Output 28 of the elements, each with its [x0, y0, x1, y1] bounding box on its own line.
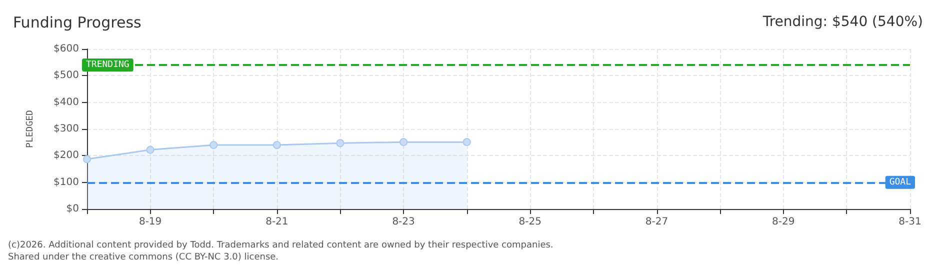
point — [83, 155, 91, 164]
point — [210, 141, 218, 149]
y-tick-label: $0 — [66, 204, 79, 214]
ref-line-label: GOAL — [889, 177, 911, 188]
x-tick-label: 8-29 — [772, 216, 795, 228]
x-tick-label: 8-21 — [266, 216, 288, 228]
x-tick-label: 8-31 — [898, 216, 922, 228]
point — [462, 138, 471, 146]
y-tick-label: $100 — [54, 176, 79, 188]
chart-title: Funding Progress — [13, 14, 142, 32]
text: Shared under the creative commons (CC BY-NC 3.0) license. — [8, 252, 279, 262]
x-tick-label: 8-19 — [138, 216, 162, 228]
point — [272, 141, 281, 149]
point — [400, 138, 408, 146]
x-tick-label: 8-25 — [518, 216, 542, 228]
point — [336, 139, 344, 148]
y-tick-label: $500 — [54, 70, 79, 82]
y-tick-label: $200 — [54, 150, 79, 162]
y-tick-label: $400 — [54, 96, 79, 108]
x-tick-label: 8-27 — [645, 216, 668, 228]
ref-line-label: TRENDING — [86, 60, 130, 70]
text: (c)2026. Additional content provided by Todd. Trademarks and related content are owned by their respective companies. — [8, 240, 554, 250]
y-axis-title: PLEDGED — [26, 110, 36, 148]
point — [146, 146, 154, 154]
y-tick-label: $300 — [54, 124, 79, 134]
x-tick-label: 8-23 — [392, 216, 415, 228]
chart-subtitle: Trending: $540 (540%) — [762, 14, 924, 30]
y-tick-label: $600 — [54, 44, 79, 54]
